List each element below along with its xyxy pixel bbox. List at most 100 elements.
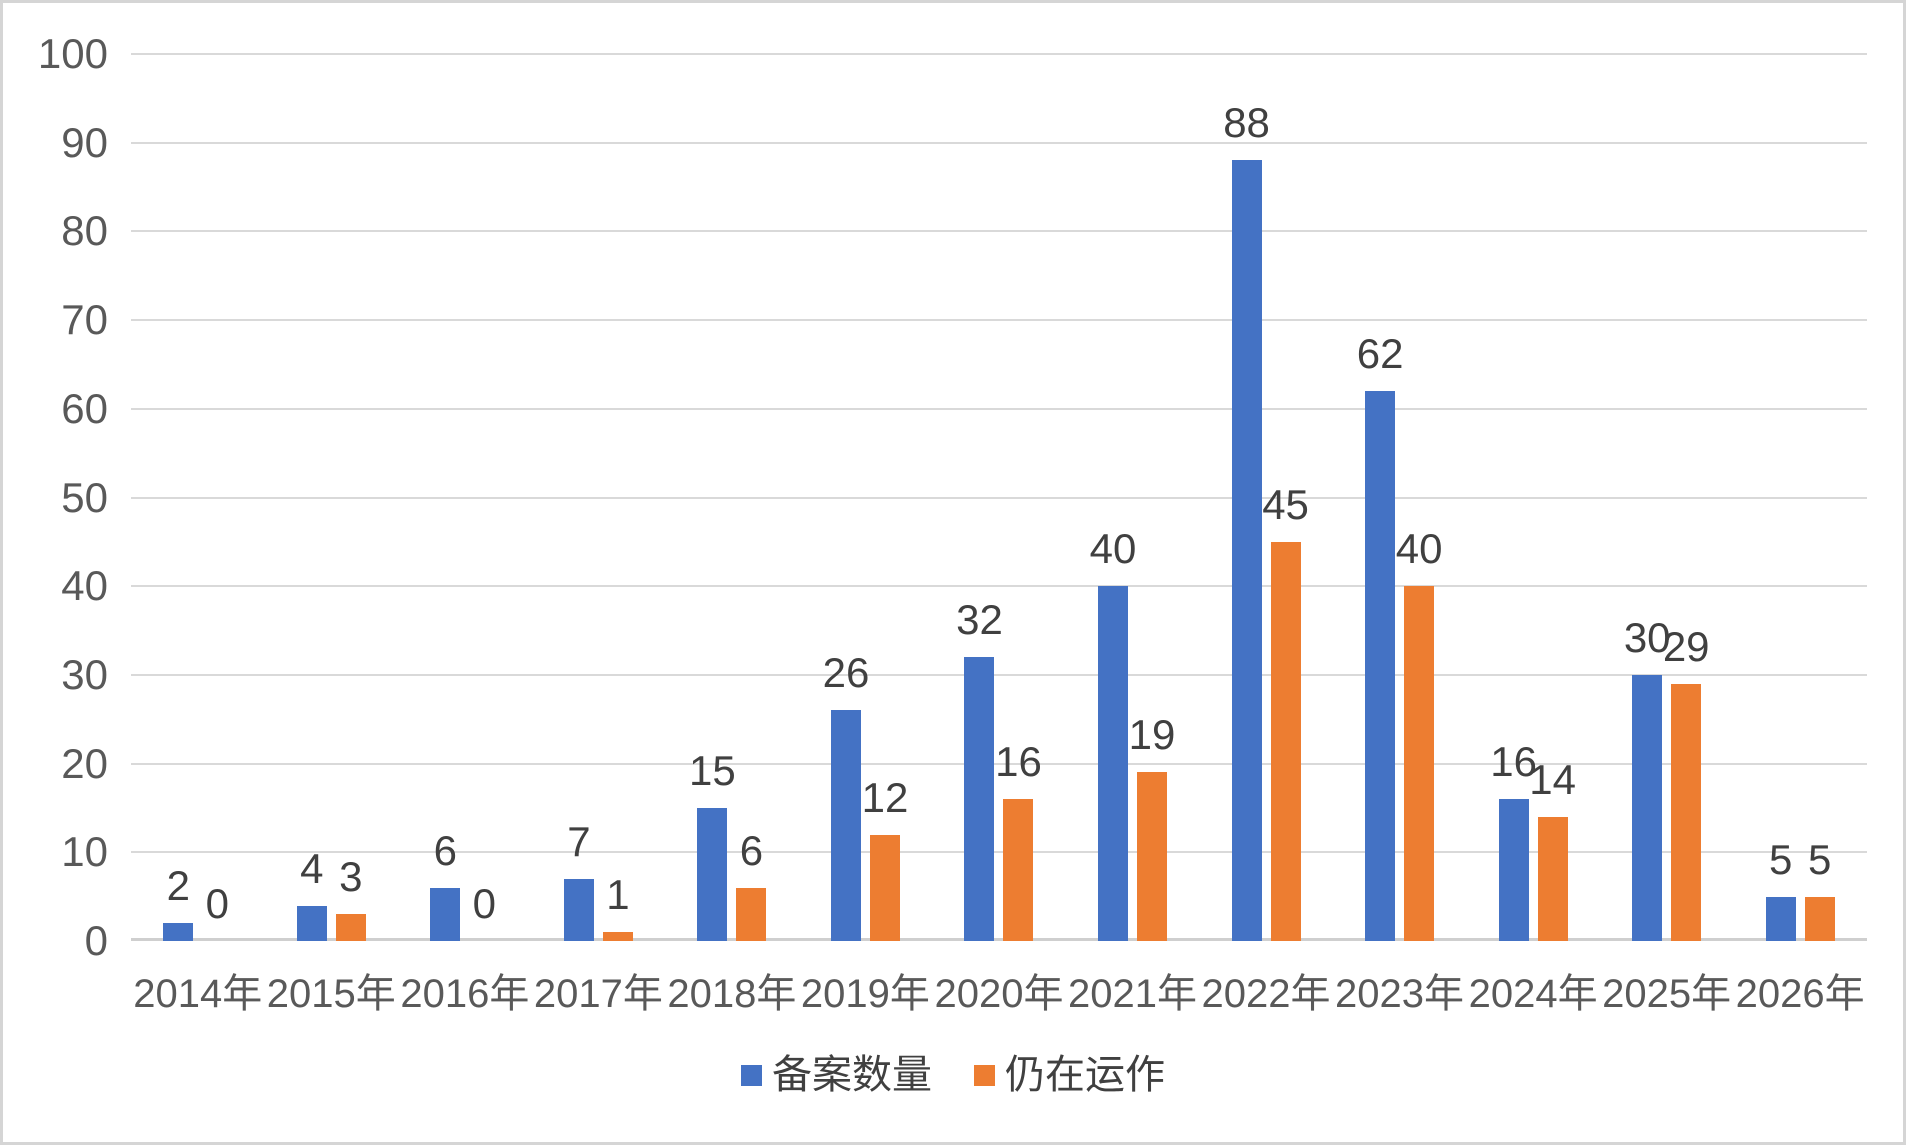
- legend-swatch-icon: [741, 1064, 762, 1086]
- bar-仍在运作-2023年: 40: [1396, 528, 1442, 941]
- bar-仍在运作-2015年: 3: [335, 856, 366, 941]
- bar-备案数量-2024年: 16: [1490, 741, 1537, 941]
- legend-label: 仍在运作: [1005, 1053, 1165, 1097]
- data-label-仍在运作-2023年: 40: [1395, 525, 1443, 573]
- data-label-仍在运作-2018年: 6: [739, 826, 764, 874]
- bar-备案数量-2022年: 88: [1223, 102, 1270, 941]
- bar-仍在运作-2025年: 29: [1663, 625, 1710, 941]
- bar-仍在运作-2024年: 14: [1529, 758, 1576, 941]
- bar-仍在运作-2020年: 16: [995, 741, 1042, 941]
- bar-备案数量-2017年: 7: [563, 820, 594, 941]
- bar-备案数量-2026年: 5: [1765, 838, 1796, 941]
- data-label-仍在运作-2015年: 3: [339, 853, 363, 901]
- data-label-仍在运作-2020年: 16: [995, 738, 1042, 786]
- bar-仍在运作-2017年: 1: [602, 874, 633, 941]
- gridline-10: [131, 851, 1867, 854]
- bar-仍在运作-2026年: 5: [1804, 838, 1835, 941]
- data-label-备案数量-2018年: 15: [689, 746, 736, 794]
- bar-备案数量-2021年: 40: [1090, 528, 1136, 941]
- bar-group-2025年: 30 29: [1600, 54, 1734, 941]
- x-tick-label-2026年: 2026年: [1735, 972, 1865, 1016]
- x-tick-label-2022年: 2022年: [1201, 972, 1331, 1016]
- bar-仍在运作-2018年: 6: [736, 829, 767, 941]
- x-tick-label-2020年: 2020年: [934, 972, 1064, 1016]
- data-label-备案数量-2019年: 26: [822, 649, 870, 697]
- bar-group-2018年: 15 6: [665, 54, 799, 941]
- y-tick-label-20: 20: [61, 739, 108, 787]
- data-label-仍在运作-2016年: 0: [472, 880, 497, 927]
- bar-仍在运作-2022年: 45: [1262, 483, 1309, 941]
- gridline-40: [131, 585, 1867, 588]
- x-tick-label-2014年: 2014年: [133, 972, 263, 1016]
- x-tick-label-2023年: 2023年: [1335, 972, 1465, 1016]
- gridline-30: [131, 673, 1867, 676]
- data-label-备案数量-2025年: 30: [1623, 613, 1671, 661]
- x-tick-label-2016年: 2016年: [400, 972, 530, 1016]
- bar-备案数量-2015年: 4: [296, 847, 327, 941]
- bar-备案数量-2016年: 6: [430, 829, 461, 941]
- bar-备案数量-2025年: 30: [1624, 616, 1671, 941]
- x-axis-line: [131, 938, 1867, 941]
- bar-group-2023年: 62 40: [1333, 54, 1467, 941]
- data-label-备案数量-2017年: 7: [567, 817, 591, 865]
- data-label-备案数量-2020年: 32: [956, 596, 1003, 644]
- x-tick-label-2019年: 2019年: [800, 972, 930, 1016]
- gridline-50: [131, 496, 1867, 499]
- bar-group-2022年: 88 45: [1199, 54, 1333, 941]
- bar-group-2021年: 40 19: [1066, 54, 1200, 941]
- data-label-备案数量-2016年: 6: [433, 826, 458, 874]
- data-label-备案数量-2014年: 2: [166, 862, 190, 910]
- bar-仍在运作-2021年: 19: [1129, 714, 1175, 941]
- bar-仍在运作-2019年: 12: [862, 776, 908, 941]
- gridline-60: [131, 407, 1867, 410]
- bar-group-2020年: 32 16: [932, 54, 1066, 941]
- data-label-仍在运作-2014年: 0: [205, 880, 229, 927]
- gridline-20: [131, 762, 1867, 765]
- x-axis-labels: 2014年 2015年 2016年 2017年 2018年 2019年 2020年 2021年…: [131, 961, 1867, 1019]
- data-label-仍在运作-2021年: 19: [1128, 711, 1176, 759]
- data-label-备案数量-2023年: 62: [1356, 330, 1404, 378]
- data-label-备案数量-2015年: 4: [300, 844, 324, 892]
- x-tick-label-2025年: 2025年: [1602, 972, 1732, 1016]
- data-label-仍在运作-2019年: 12: [861, 773, 909, 821]
- legend-item-仍在运作: 仍在运作: [974, 1055, 1165, 1095]
- data-label-备案数量-2021年: 40: [1089, 525, 1137, 573]
- bar-group-2024年: 16 14: [1466, 54, 1600, 941]
- data-label-仍在运作-2024年: 14: [1529, 755, 1576, 803]
- x-tick-label-2018年: 2018年: [667, 972, 797, 1016]
- gridline-100: [131, 53, 1867, 55]
- y-tick-label-70: 70: [61, 296, 108, 344]
- bar-备案数量-2023年: 62: [1357, 333, 1403, 941]
- legend: 备案数量 仍在运作: [3, 1055, 1903, 1095]
- bar-group-2019年: 26 12: [799, 54, 933, 941]
- legend-swatch-icon: [974, 1064, 995, 1086]
- x-tick-label-2015年: 2015年: [266, 972, 396, 1016]
- plot-area: 0 10 20 30 40 50 60 70 80 90 100 2 0 4 3 6 0 7 1 15 6 26 12 32 1…: [38, 33, 1867, 962]
- y-tick-label-10: 10: [61, 828, 108, 876]
- data-label-仍在运作-2017年: 1: [606, 871, 630, 919]
- y-tick-label-0: 0: [84, 917, 108, 964]
- legend-label: 备案数量: [772, 1053, 932, 1097]
- bar-备案数量-2014年: 2: [163, 865, 194, 941]
- data-label-备案数量-2026年: 5: [1769, 835, 1793, 883]
- data-label-备案数量-2022年: 88: [1223, 99, 1270, 147]
- gridline-70: [131, 319, 1867, 322]
- x-tick-label-2024年: 2024年: [1468, 972, 1598, 1016]
- y-tick-label-50: 50: [61, 473, 108, 521]
- gridline-80: [131, 230, 1867, 233]
- data-label-备案数量-2024年: 16: [1490, 738, 1537, 786]
- y-tick-label-30: 30: [61, 650, 108, 698]
- y-tick-label-90: 90: [61, 118, 108, 166]
- gridline-90: [131, 141, 1867, 144]
- bar-备案数量-2020年: 32: [956, 599, 1003, 941]
- y-tick-label-80: 80: [61, 207, 108, 255]
- y-tick-label-40: 40: [61, 562, 108, 610]
- bar-备案数量-2018年: 15: [689, 749, 736, 941]
- y-tick-label-60: 60: [61, 384, 108, 432]
